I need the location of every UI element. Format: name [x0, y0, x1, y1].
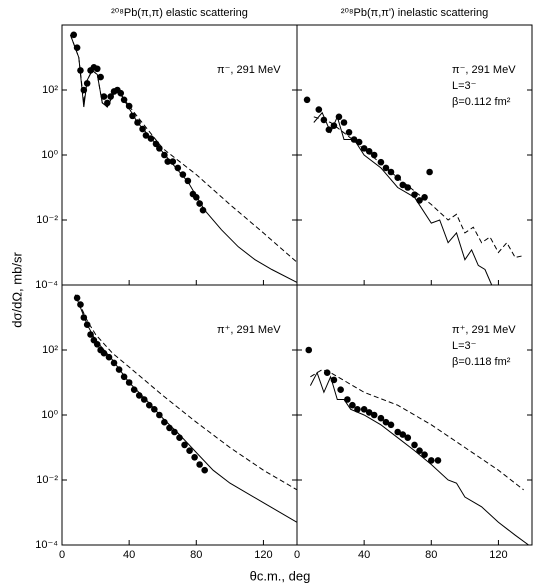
data-point	[169, 158, 177, 165]
x-tick-label: 40	[123, 549, 135, 561]
data-point	[427, 457, 435, 464]
data-point	[305, 346, 313, 354]
y-tick-label: 10²	[42, 344, 58, 356]
data-point	[394, 428, 402, 436]
dashed-curve	[313, 116, 524, 259]
data-point	[100, 93, 108, 100]
x-axis-label: θc.m., deg	[250, 568, 311, 583]
annotation: L=3⁻	[452, 80, 477, 92]
data-point	[171, 428, 178, 436]
data-point	[161, 418, 168, 426]
data-point	[145, 401, 153, 409]
data-point	[411, 441, 418, 449]
data-point	[186, 447, 193, 454]
data-point	[93, 340, 101, 348]
dashed-curve	[310, 369, 524, 491]
data-point	[315, 106, 323, 113]
x-tick-label: 120	[489, 549, 507, 561]
x-tick-label: 0	[294, 549, 300, 561]
data-point	[181, 441, 188, 449]
data-point	[365, 409, 373, 416]
data-point	[365, 147, 373, 155]
y-tick-label: 10⁻²	[36, 474, 58, 486]
data-point	[370, 411, 378, 419]
y-tick-label: 10⁻²	[36, 214, 58, 226]
x-tick-label: 0	[59, 549, 65, 561]
y-tick-label: 10⁰	[41, 149, 58, 161]
y-tick-label: 10⁻⁴	[35, 279, 58, 291]
data-point	[130, 386, 138, 394]
data-point	[179, 171, 187, 178]
data-point	[434, 457, 442, 464]
solid-curve	[313, 111, 493, 285]
annotation: π⁺, 291 MeV	[217, 324, 281, 336]
panel-title: ²⁰⁸Pb(π,π') inelastic scattering	[341, 7, 488, 19]
data-point	[360, 405, 368, 413]
data-point	[421, 193, 428, 201]
data-point	[382, 418, 390, 426]
data-point	[349, 401, 356, 409]
y-tick-label: 10²	[42, 84, 58, 96]
annotation: π⁺, 291 MeV	[452, 324, 516, 336]
data-point	[399, 431, 407, 438]
annotation: β=0.112 fm²	[452, 96, 511, 108]
data-point	[201, 466, 208, 474]
data-point	[191, 453, 198, 461]
data-point	[87, 331, 94, 338]
data-point	[404, 184, 412, 191]
data-point	[370, 151, 378, 159]
data-point	[377, 158, 385, 166]
x-tick-label: 80	[190, 549, 202, 561]
data-point	[93, 65, 101, 73]
data-point	[140, 396, 148, 403]
data-point	[105, 353, 113, 361]
solid-curve	[309, 371, 529, 545]
x-tick-label: 80	[425, 549, 437, 561]
data-point	[404, 434, 412, 442]
annotation: π⁻, 291 MeV	[452, 64, 516, 76]
annotation: β=0.118 fm²	[452, 356, 511, 368]
data-point	[340, 119, 348, 126]
data-point	[337, 386, 344, 394]
data-point	[360, 145, 368, 152]
data-point	[97, 73, 104, 81]
data-point	[174, 164, 182, 172]
annotation: L=3⁻	[452, 340, 477, 352]
dashed-curve	[69, 34, 297, 263]
x-tick-label: 120	[254, 549, 272, 561]
y-tick-label: 10⁻⁴	[35, 539, 58, 551]
dashed-curve	[74, 294, 297, 491]
y-axis-label: dσ/dΩ, mb/sr	[9, 252, 24, 328]
data-point	[426, 168, 433, 176]
data-point	[107, 93, 114, 100]
data-point	[416, 447, 423, 454]
data-point	[421, 451, 428, 459]
data-point	[387, 421, 395, 429]
solid-curve	[74, 294, 297, 523]
annotation: π⁻, 291 MeV	[217, 64, 281, 76]
data-point	[303, 96, 311, 104]
data-point	[70, 31, 78, 39]
data-point	[377, 414, 385, 422]
panel-title: ²⁰⁸Pb(π,π) elastic scattering	[111, 7, 248, 19]
data-point	[345, 128, 353, 136]
x-tick-label: 40	[358, 549, 370, 561]
data-point	[196, 461, 203, 468]
data-point	[199, 206, 207, 214]
y-tick-label: 10⁰	[41, 409, 58, 421]
